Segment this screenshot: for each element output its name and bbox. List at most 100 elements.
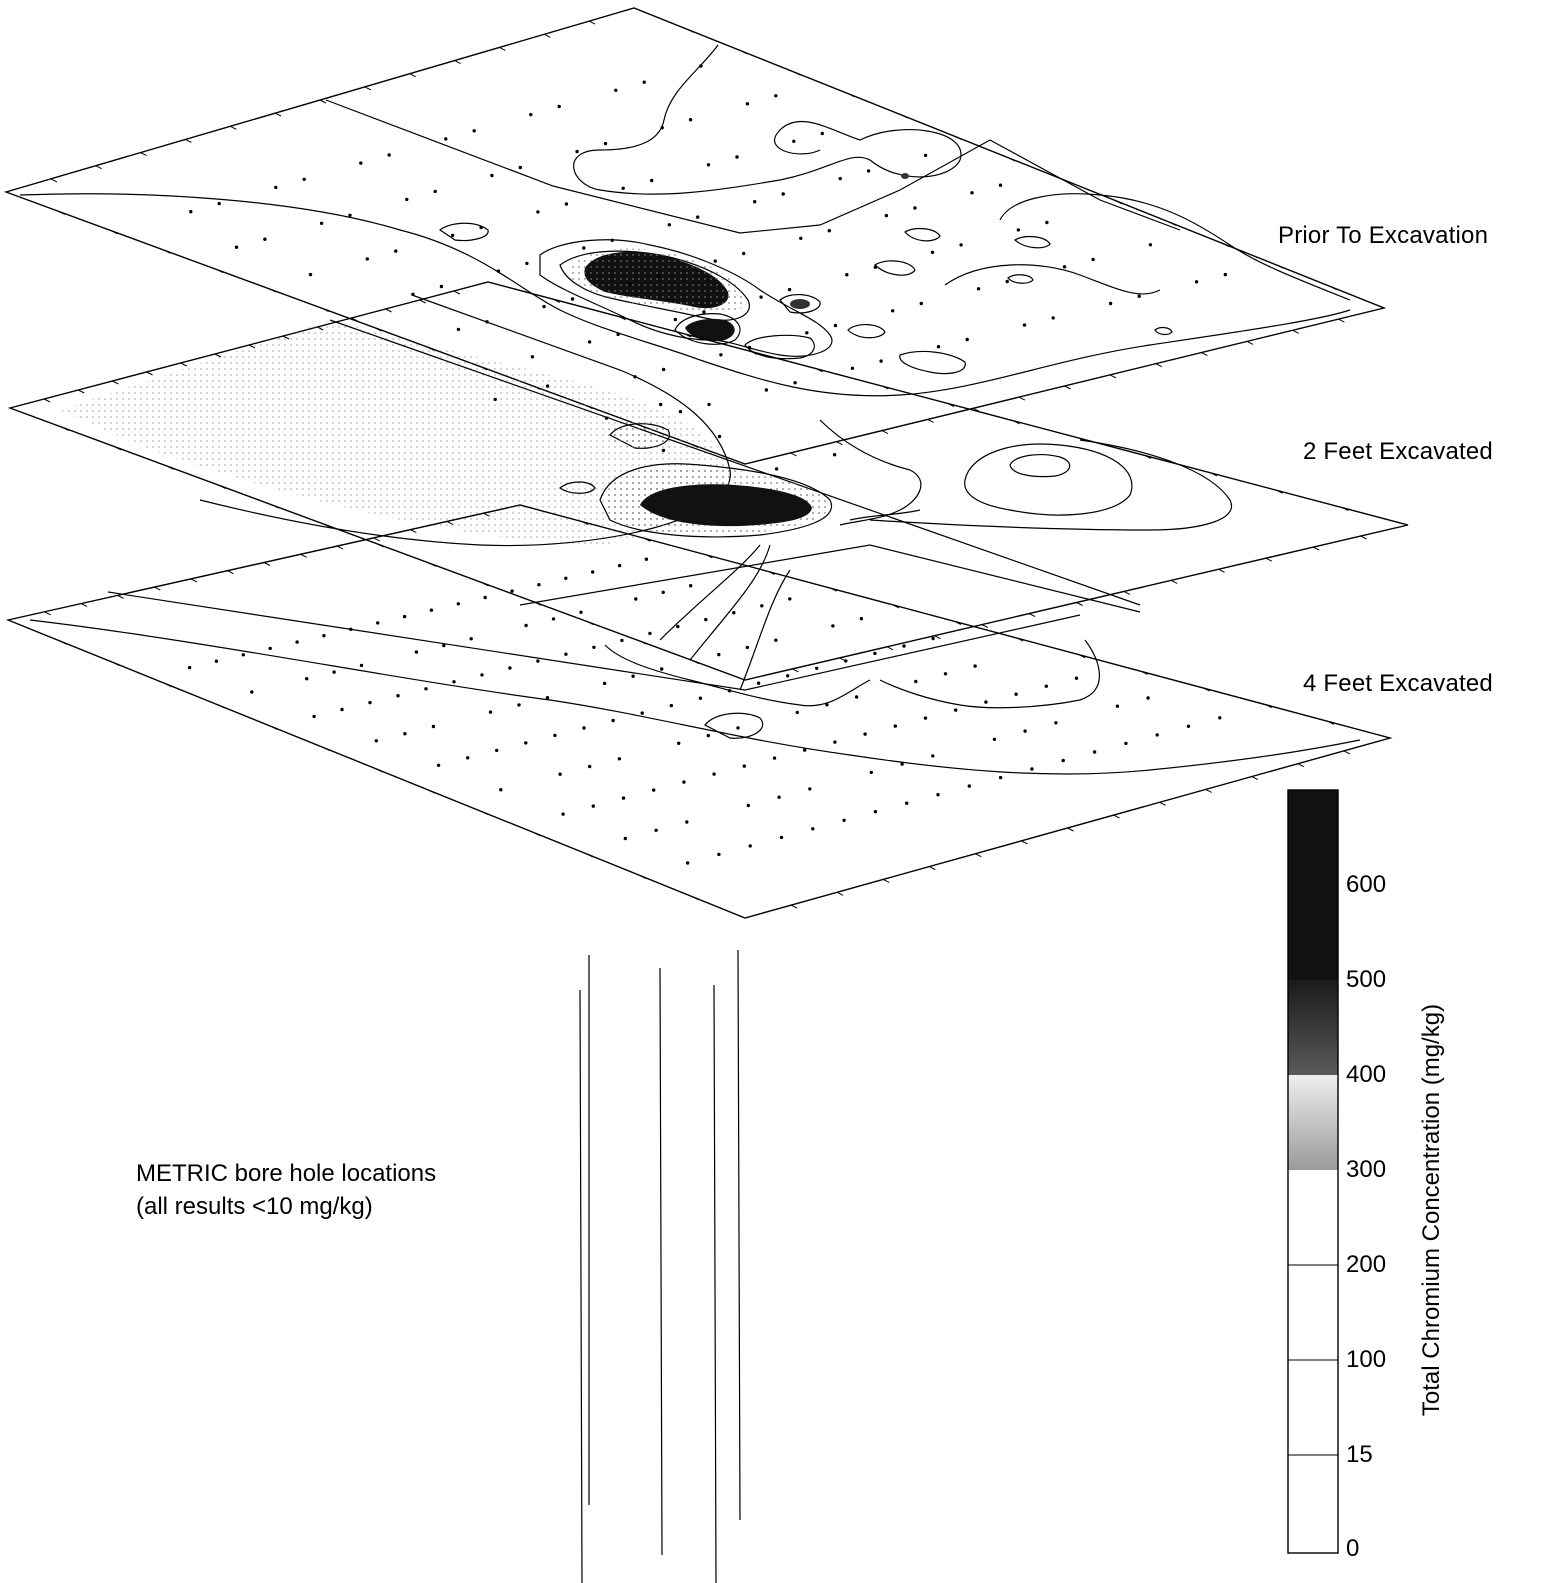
sample-point — [564, 576, 568, 580]
edge-tick — [385, 308, 392, 313]
sample-point — [603, 141, 608, 146]
sample-point — [582, 726, 586, 730]
sample-point — [518, 165, 522, 170]
sample-point — [869, 770, 873, 775]
sample-point — [387, 153, 391, 157]
sample-point — [582, 246, 586, 250]
sample-point — [536, 210, 540, 214]
edge-tick — [351, 317, 358, 322]
edge-tick — [1008, 157, 1016, 162]
sample-point — [1124, 741, 1128, 746]
sample-point — [524, 741, 528, 745]
hotspot-dark-2 — [685, 318, 735, 342]
colorbar-tick-300: 300 — [1346, 1156, 1387, 1183]
sample-point — [496, 269, 501, 273]
edge-tick — [1170, 579, 1178, 584]
edge-tick — [588, 20, 596, 25]
edge-tick — [165, 683, 173, 688]
sample-point — [900, 762, 904, 766]
bore-hole-lines — [579, 949, 741, 1583]
sample-point — [510, 589, 514, 593]
sample-point — [712, 772, 716, 776]
sample-point — [1016, 228, 1020, 232]
sample-point — [368, 700, 372, 705]
edge-tick — [114, 446, 122, 451]
bore-hole-note-line-1: METRIC bore hole locations — [136, 1160, 437, 1187]
sample-point — [719, 353, 723, 357]
sample-point — [557, 104, 561, 109]
edge-tick — [768, 571, 775, 576]
edge-tick — [1338, 318, 1345, 323]
edge-tick — [955, 136, 962, 141]
sample-point — [592, 645, 596, 649]
edge-tick — [154, 586, 161, 591]
edge-tick — [882, 385, 889, 390]
layer-1-hotspots — [569, 173, 909, 342]
edge-tick — [483, 512, 490, 517]
sample-point — [617, 563, 622, 568]
sample-point — [943, 672, 948, 676]
sample-point — [570, 297, 575, 301]
edge-tick — [50, 178, 58, 183]
sample-point — [1218, 716, 1222, 720]
sample-point — [748, 844, 752, 848]
edge-tick — [1115, 200, 1123, 205]
sample-point — [1115, 704, 1120, 708]
edge-tick — [644, 537, 651, 542]
sample-point — [1054, 721, 1058, 725]
sample-point — [488, 710, 493, 714]
sample-point — [820, 131, 824, 136]
layer-3-contours — [29, 544, 1361, 775]
edge-tick — [929, 866, 936, 871]
sample-point — [732, 611, 736, 615]
sample-point — [359, 161, 363, 165]
sample-point — [652, 788, 656, 792]
sample-point — [717, 434, 722, 439]
colorbar-frame — [1287, 789, 1339, 1554]
edge-tick — [881, 430, 889, 435]
layer-1-sample-points — [189, 64, 1228, 414]
sample-point — [621, 186, 625, 190]
sample-point — [466, 756, 470, 760]
edge-tick — [1360, 535, 1367, 540]
edge-tick — [1144, 455, 1152, 460]
sample-point — [268, 646, 272, 651]
edge-tick — [219, 485, 227, 490]
edge-tick — [892, 604, 900, 609]
sample-point — [403, 732, 407, 736]
colorbar-tick-0: 0 — [1346, 1535, 1360, 1562]
edge-tick — [684, 333, 692, 338]
sample-point — [667, 223, 671, 227]
sample-point — [274, 185, 278, 190]
sample-point — [799, 236, 803, 240]
sample-point — [620, 638, 624, 643]
bore-hole-note-line-2: (all results <10 mg/kg) — [136, 1193, 373, 1220]
edge-tick — [1276, 489, 1283, 494]
sample-point — [564, 202, 569, 206]
edge-tick — [317, 326, 324, 331]
edge-tick — [446, 520, 454, 525]
sample-point — [954, 708, 958, 712]
edge-tick — [364, 86, 372, 91]
sample-point — [688, 118, 693, 122]
sample-point — [561, 812, 565, 816]
sample-point — [634, 597, 638, 601]
sample-point — [850, 366, 855, 370]
layer-2-hotspots — [604, 421, 830, 535]
edge-tick — [1109, 374, 1117, 379]
edge-tick — [836, 441, 843, 446]
sample-point — [376, 621, 380, 625]
sample-point — [735, 155, 739, 159]
sample-point — [866, 169, 871, 173]
edge-tick — [227, 570, 234, 575]
edge-tick — [409, 73, 416, 78]
edge-tick — [269, 288, 277, 293]
sample-point — [707, 402, 711, 407]
sample-point — [332, 670, 336, 674]
sample-point — [405, 197, 409, 202]
sample-point — [973, 664, 977, 668]
sample-point — [530, 355, 535, 359]
edge-tick — [180, 362, 187, 367]
sample-point — [591, 570, 595, 574]
edge-tick — [750, 350, 758, 355]
